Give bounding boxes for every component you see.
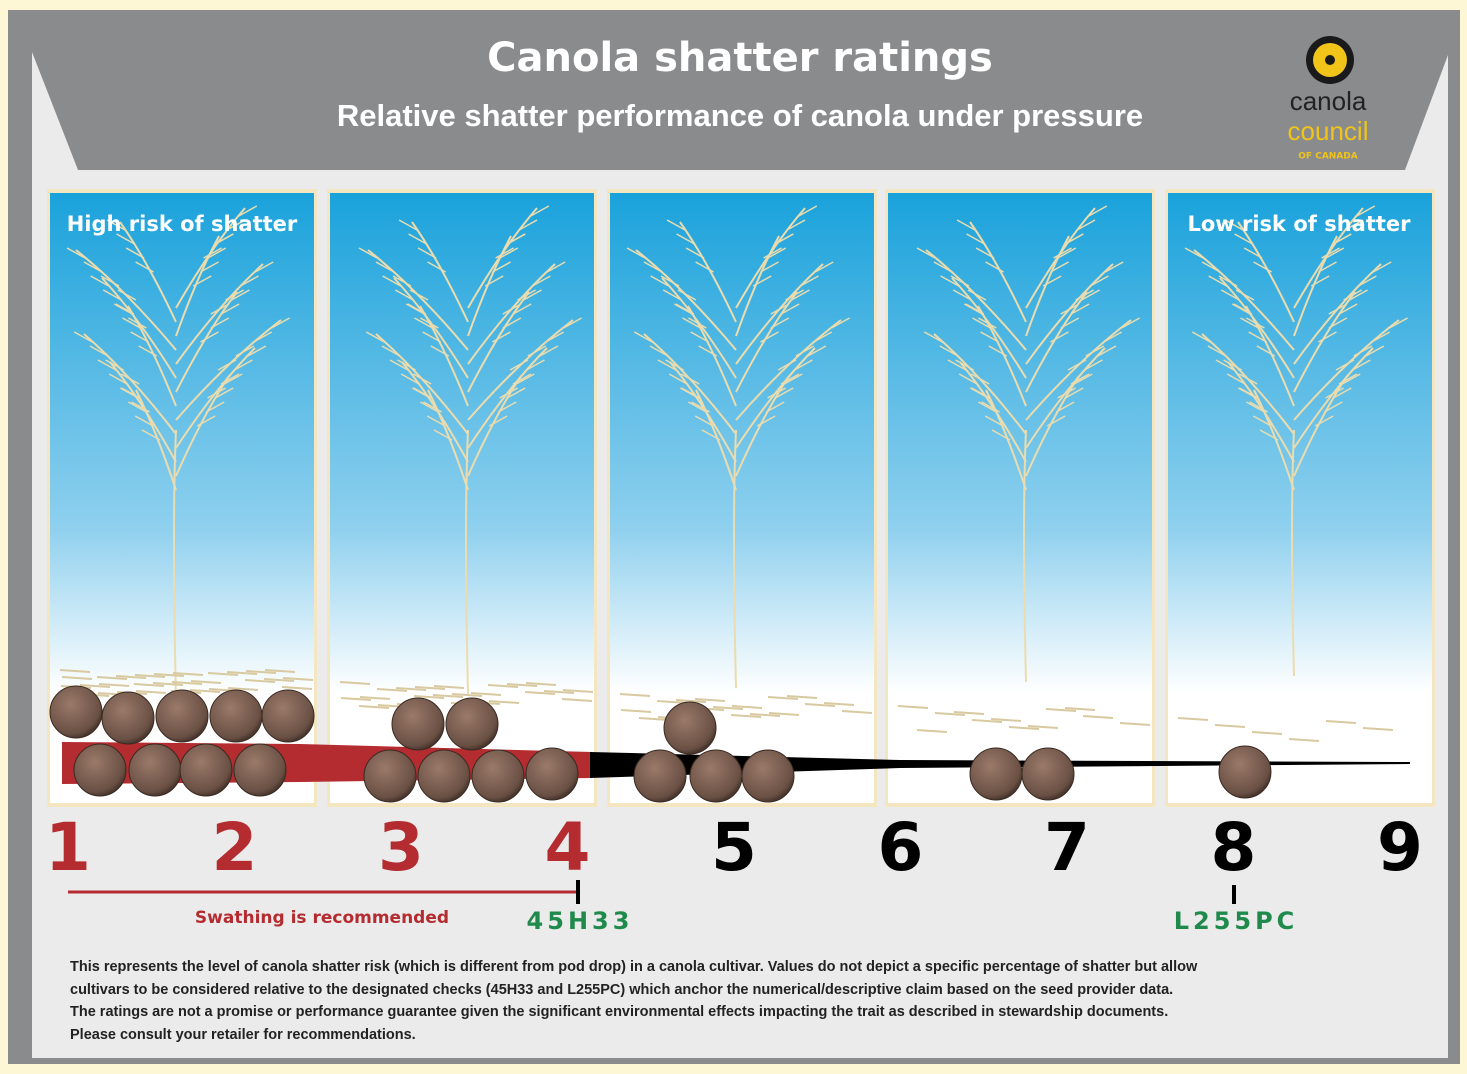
rating-scale: 1 2 3 4 5 6 7 8 9: [45, 809, 1423, 886]
seed-ball: [418, 750, 470, 802]
seed-ball: [1219, 746, 1271, 798]
seed-ball: [970, 748, 1022, 800]
infographic: Canola shatter ratings Relative shatter …: [0, 0, 1467, 1074]
logo-text: council: [1288, 116, 1369, 146]
rating-number: 4: [545, 809, 591, 886]
seed-ball: [1022, 748, 1074, 800]
seed-ball: [129, 744, 181, 796]
seed-ball: [156, 690, 208, 742]
logo-text: canola: [1290, 86, 1367, 116]
logo-text: OF CANADA: [1298, 152, 1357, 162]
panel-label: High risk of shatter: [67, 212, 298, 236]
title: Canola shatter ratings: [487, 35, 993, 81]
rating-number: 5: [711, 809, 757, 886]
seed-ball: [262, 690, 314, 742]
seed-ball: [364, 750, 416, 802]
seed-ball: [690, 750, 742, 802]
check-label: L255PC: [1174, 907, 1299, 935]
seed-ball: [742, 750, 794, 802]
rating-number: 6: [878, 809, 924, 886]
seed-ball: [74, 744, 126, 796]
seed-ball: [180, 744, 232, 796]
rating-number: 1: [45, 809, 91, 886]
seed-ball: [234, 744, 286, 796]
footnote: This represents the level of canola shat…: [70, 959, 1198, 975]
panel: [888, 193, 1152, 803]
swathing-label: Swathing is recommended: [195, 908, 449, 928]
seed-ball: [210, 690, 262, 742]
seed-ball: [664, 702, 716, 754]
seed-ball: [634, 750, 686, 802]
rating-number: 8: [1211, 809, 1257, 886]
subtitle: Relative shatter performance of canola u…: [337, 98, 1143, 133]
seed-ball: [392, 698, 444, 750]
footnote: cultivars to be considered relative to t…: [70, 982, 1173, 998]
rating-number: 7: [1044, 809, 1090, 886]
rating-number: 9: [1377, 809, 1423, 886]
rating-number: 3: [378, 809, 424, 886]
seed-ball: [446, 698, 498, 750]
footnote: Please consult your retailer for recomme…: [70, 1027, 416, 1043]
footnote: The ratings are not a promise or perform…: [70, 1004, 1168, 1020]
seed-ball: [526, 748, 578, 800]
seed-ball: [102, 692, 154, 744]
check-label: 45H33: [527, 907, 634, 935]
panel-label: Low risk of shatter: [1187, 212, 1411, 236]
page: Canola shatter ratings Relative shatter …: [0, 0, 1467, 1074]
panel: [1168, 193, 1432, 803]
seed-ball: [50, 686, 102, 738]
rating-number: 2: [212, 809, 258, 886]
seed-ball: [472, 750, 524, 802]
